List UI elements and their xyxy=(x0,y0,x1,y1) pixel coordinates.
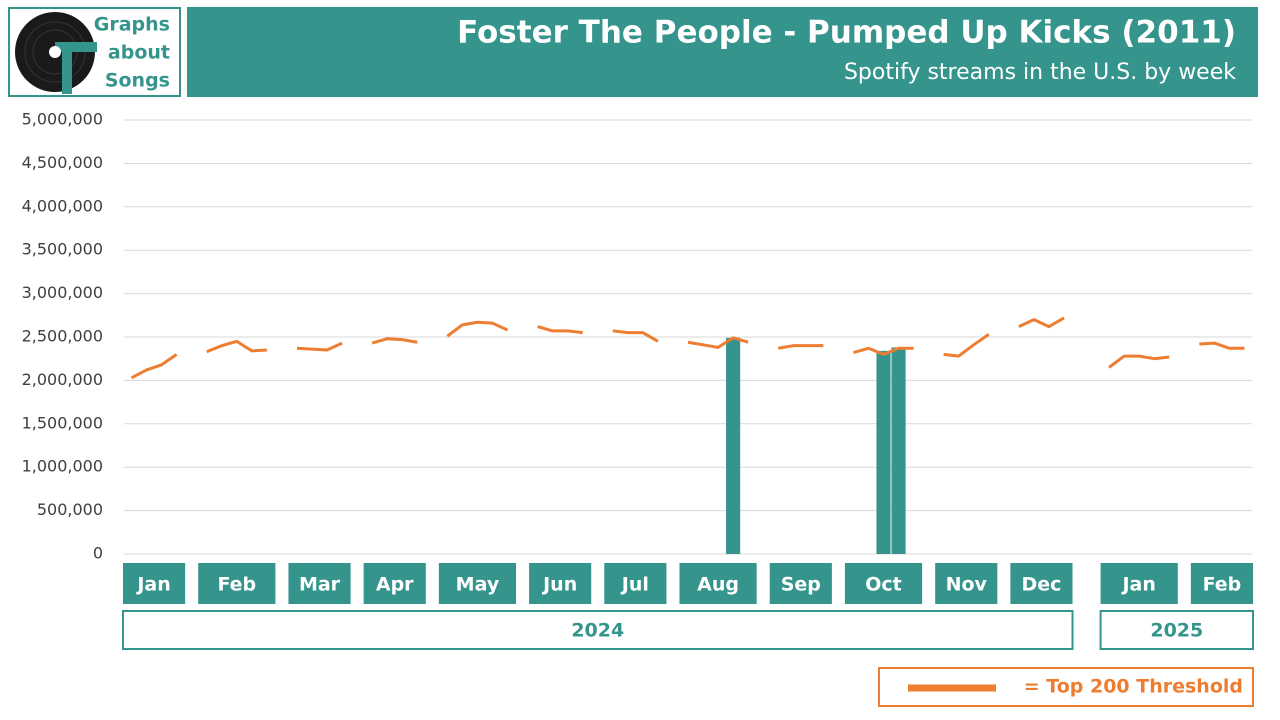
x-tick-label: Jun xyxy=(541,574,577,596)
x-tick-label: Jan xyxy=(135,574,170,596)
month-box xyxy=(604,563,667,604)
year-box xyxy=(122,610,1074,650)
month-box xyxy=(769,563,832,604)
line xyxy=(130,316,1245,380)
month-box xyxy=(1100,563,1178,604)
x-tick-label: Jul xyxy=(620,574,649,596)
year-label: 2025 xyxy=(1150,620,1203,642)
y-tick-label: 5,000,000 xyxy=(22,110,103,129)
year-label: 2024 xyxy=(571,620,624,642)
y-tick-label: 500,000 xyxy=(37,500,103,519)
y-tick-label: 1,000,000 xyxy=(22,457,103,476)
x-tick-label: May xyxy=(456,574,500,596)
legend-label: = Top 200 Threshold xyxy=(1024,676,1243,698)
y-tick-label: 3,000,000 xyxy=(22,283,103,302)
y-tick-label: 4,500,000 xyxy=(22,153,103,172)
y-tick-label: 3,500,000 xyxy=(22,240,103,259)
bar xyxy=(876,350,891,554)
x-tick-label: Apr xyxy=(376,574,414,596)
y-tick-label: 4,000,000 xyxy=(22,196,103,215)
x-tick-label: Nov xyxy=(946,574,988,596)
bar xyxy=(891,347,906,554)
x-tick-label: Oct xyxy=(865,574,902,596)
y-tick-label: 1,500,000 xyxy=(22,413,103,432)
month-box xyxy=(935,563,998,604)
x-tick-label: Feb xyxy=(1203,574,1242,596)
x-tick-label: Feb xyxy=(217,574,256,596)
year-box xyxy=(1099,610,1254,650)
logo-text: Songs xyxy=(105,70,170,92)
x-tick-label: Aug xyxy=(697,574,739,596)
x-tick-label: Mar xyxy=(299,574,341,596)
header-box xyxy=(187,7,1258,97)
month-box xyxy=(123,563,186,604)
month-box xyxy=(363,563,426,604)
month-box xyxy=(1010,563,1073,604)
y-tick-label: 2,500,000 xyxy=(22,327,103,346)
x-tick-label: Sep xyxy=(781,574,821,596)
logo-text: Graphs xyxy=(94,14,170,36)
month-box xyxy=(1190,563,1253,604)
y-tick-label: 2,000,000 xyxy=(22,370,103,389)
x-tick-label: Dec xyxy=(1021,574,1061,596)
month-box xyxy=(198,563,276,604)
month-box xyxy=(529,563,592,604)
bar xyxy=(726,337,741,554)
x-tick-label: Jan xyxy=(1120,574,1155,596)
logo-text: about xyxy=(108,42,170,64)
month-box xyxy=(288,563,351,604)
chart-title: Foster The People - Pumped Up Kicks (201… xyxy=(457,15,1236,51)
chart-subtitle: Spotify streams in the U.S. by week xyxy=(844,60,1236,85)
month-box xyxy=(679,563,757,604)
y-tick-label: 0 xyxy=(93,544,103,563)
month-box xyxy=(844,563,923,604)
month-box xyxy=(438,563,517,604)
logo-icon xyxy=(15,12,97,94)
